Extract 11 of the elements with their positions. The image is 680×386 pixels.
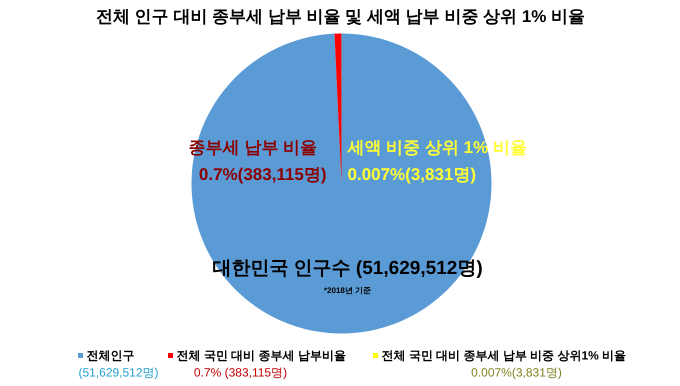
text: 0.007%(3,831명) — [348, 165, 476, 184]
text: 0.7%(383,115명) — [198, 165, 327, 184]
legend-label: 전체 국민 대비 종부세 납부 비중 상위1% 비율 — [382, 348, 626, 362]
text: 세액 비중 상위 1% 비율 — [346, 138, 527, 157]
legend-label: 전체인구 — [86, 348, 134, 362]
legend-label: 전체 국민 대비 종부세 납부비율 — [176, 348, 346, 362]
data-label: (51,629,512명) — [78, 366, 159, 380]
data-label: 0.007%(3,831명) — [471, 366, 562, 380]
data-label: 0.7% (383,115명) — [194, 366, 288, 380]
text: *2018년 기준 — [324, 286, 372, 295]
chart-title: 전체 인구 대비 종부세 납부 비율 및 세액 납부 비중 상위 1% 비율 — [96, 7, 586, 26]
